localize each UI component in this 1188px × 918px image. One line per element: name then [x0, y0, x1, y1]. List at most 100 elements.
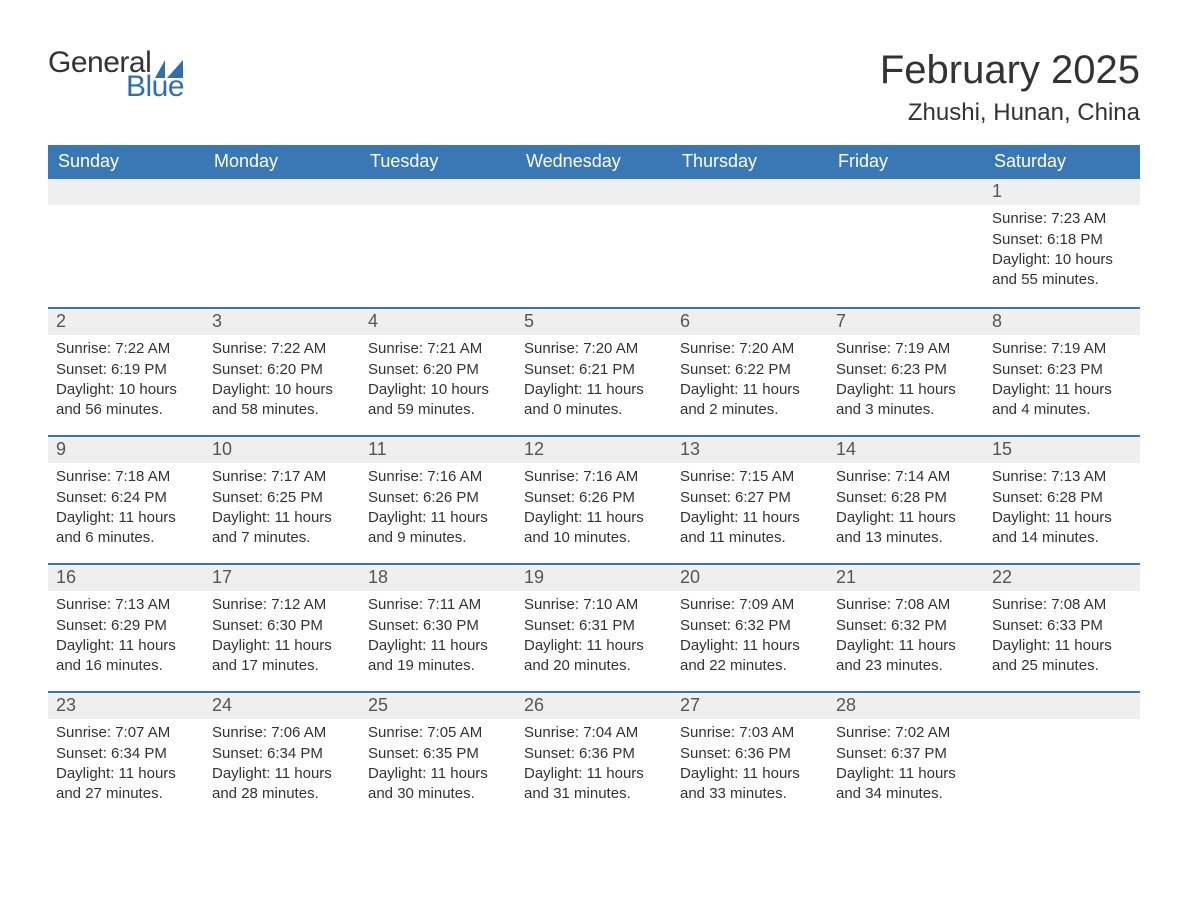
daylight-text: Daylight: 11 hours and 25 minutes. [992, 636, 1132, 675]
day-details: Sunrise: 7:09 AMSunset: 6:32 PMDaylight:… [672, 591, 828, 675]
sunset-text: Sunset: 6:30 PM [368, 616, 508, 636]
day-cell: 7Sunrise: 7:19 AMSunset: 6:23 PMDaylight… [828, 307, 984, 435]
daylight-text: Daylight: 10 hours and 55 minutes. [992, 250, 1132, 289]
sunset-text: Sunset: 6:35 PM [368, 744, 508, 764]
day-number [984, 691, 1140, 719]
sunrise-text: Sunrise: 7:08 AM [836, 595, 976, 615]
sunrise-text: Sunrise: 7:22 AM [212, 339, 352, 359]
day-details: Sunrise: 7:19 AMSunset: 6:23 PMDaylight:… [828, 335, 984, 419]
logo: General Blue [48, 48, 184, 102]
day-cell: 25Sunrise: 7:05 AMSunset: 6:35 PMDayligh… [360, 691, 516, 819]
weekday-header-row: Sunday Monday Tuesday Wednesday Thursday… [48, 145, 1140, 179]
day-cell: 18Sunrise: 7:11 AMSunset: 6:30 PMDayligh… [360, 563, 516, 691]
daylight-text: Daylight: 11 hours and 11 minutes. [680, 508, 820, 547]
daylight-text: Daylight: 10 hours and 56 minutes. [56, 380, 196, 419]
sunset-text: Sunset: 6:24 PM [56, 488, 196, 508]
sunrise-text: Sunrise: 7:16 AM [368, 467, 508, 487]
week-row: 9Sunrise: 7:18 AMSunset: 6:24 PMDaylight… [48, 435, 1140, 563]
day-cell: 15Sunrise: 7:13 AMSunset: 6:28 PMDayligh… [984, 435, 1140, 563]
day-cell: 26Sunrise: 7:04 AMSunset: 6:36 PMDayligh… [516, 691, 672, 819]
sunrise-text: Sunrise: 7:13 AM [992, 467, 1132, 487]
header: General Blue February 2025 Zhushi, Hunan… [48, 48, 1140, 127]
day-number: 18 [360, 563, 516, 591]
day-number [360, 179, 516, 205]
day-details: Sunrise: 7:17 AMSunset: 6:25 PMDaylight:… [204, 463, 360, 547]
day-details: Sunrise: 7:23 AMSunset: 6:18 PMDaylight:… [984, 205, 1140, 289]
day-cell: 8Sunrise: 7:19 AMSunset: 6:23 PMDaylight… [984, 307, 1140, 435]
sunset-text: Sunset: 6:31 PM [524, 616, 664, 636]
day-cell: 27Sunrise: 7:03 AMSunset: 6:36 PMDayligh… [672, 691, 828, 819]
weekday-header: Friday [828, 145, 984, 179]
day-number: 12 [516, 435, 672, 463]
calendar-table: Sunday Monday Tuesday Wednesday Thursday… [48, 145, 1140, 819]
day-number: 25 [360, 691, 516, 719]
sunrise-text: Sunrise: 7:05 AM [368, 723, 508, 743]
sunset-text: Sunset: 6:18 PM [992, 230, 1132, 250]
sunset-text: Sunset: 6:34 PM [212, 744, 352, 764]
sunrise-text: Sunrise: 7:10 AM [524, 595, 664, 615]
day-details: Sunrise: 7:10 AMSunset: 6:31 PMDaylight:… [516, 591, 672, 675]
day-details: Sunrise: 7:16 AMSunset: 6:26 PMDaylight:… [360, 463, 516, 547]
sunset-text: Sunset: 6:34 PM [56, 744, 196, 764]
day-cell: 20Sunrise: 7:09 AMSunset: 6:32 PMDayligh… [672, 563, 828, 691]
day-number: 17 [204, 563, 360, 591]
daylight-text: Daylight: 11 hours and 31 minutes. [524, 764, 664, 803]
day-number: 8 [984, 307, 1140, 335]
day-number: 5 [516, 307, 672, 335]
day-details: Sunrise: 7:08 AMSunset: 6:33 PMDaylight:… [984, 591, 1140, 675]
day-cell: 13Sunrise: 7:15 AMSunset: 6:27 PMDayligh… [672, 435, 828, 563]
day-details: Sunrise: 7:20 AMSunset: 6:21 PMDaylight:… [516, 335, 672, 419]
day-cell: 23Sunrise: 7:07 AMSunset: 6:34 PMDayligh… [48, 691, 204, 819]
day-cell: 5Sunrise: 7:20 AMSunset: 6:21 PMDaylight… [516, 307, 672, 435]
weekday-header: Thursday [672, 145, 828, 179]
daylight-text: Daylight: 11 hours and 19 minutes. [368, 636, 508, 675]
weekday-header: Tuesday [360, 145, 516, 179]
sunset-text: Sunset: 6:28 PM [836, 488, 976, 508]
sunrise-text: Sunrise: 7:17 AM [212, 467, 352, 487]
sunset-text: Sunset: 6:26 PM [524, 488, 664, 508]
day-details: Sunrise: 7:16 AMSunset: 6:26 PMDaylight:… [516, 463, 672, 547]
day-number: 16 [48, 563, 204, 591]
sunset-text: Sunset: 6:20 PM [212, 360, 352, 380]
sunrise-text: Sunrise: 7:07 AM [56, 723, 196, 743]
daylight-text: Daylight: 11 hours and 20 minutes. [524, 636, 664, 675]
day-cell [516, 179, 672, 307]
day-number: 10 [204, 435, 360, 463]
daylight-text: Daylight: 11 hours and 33 minutes. [680, 764, 820, 803]
day-number: 7 [828, 307, 984, 335]
daylight-text: Daylight: 11 hours and 14 minutes. [992, 508, 1132, 547]
day-details: Sunrise: 7:15 AMSunset: 6:27 PMDaylight:… [672, 463, 828, 547]
day-cell [672, 179, 828, 307]
sunset-text: Sunset: 6:20 PM [368, 360, 508, 380]
week-row: 23Sunrise: 7:07 AMSunset: 6:34 PMDayligh… [48, 691, 1140, 819]
day-number: 22 [984, 563, 1140, 591]
calendar-page: General Blue February 2025 Zhushi, Hunan… [0, 0, 1188, 819]
weekday-header: Wednesday [516, 145, 672, 179]
location: Zhushi, Hunan, China [880, 99, 1140, 127]
day-number: 28 [828, 691, 984, 719]
day-number: 15 [984, 435, 1140, 463]
sunset-text: Sunset: 6:37 PM [836, 744, 976, 764]
day-details: Sunrise: 7:02 AMSunset: 6:37 PMDaylight:… [828, 719, 984, 803]
day-number [672, 179, 828, 205]
sunset-text: Sunset: 6:32 PM [680, 616, 820, 636]
day-cell: 2Sunrise: 7:22 AMSunset: 6:19 PMDaylight… [48, 307, 204, 435]
day-number: 14 [828, 435, 984, 463]
day-cell: 10Sunrise: 7:17 AMSunset: 6:25 PMDayligh… [204, 435, 360, 563]
sunset-text: Sunset: 6:19 PM [56, 360, 196, 380]
title-block: February 2025 Zhushi, Hunan, China [880, 48, 1140, 127]
day-number [516, 179, 672, 205]
sunrise-text: Sunrise: 7:04 AM [524, 723, 664, 743]
day-cell [48, 179, 204, 307]
day-details: Sunrise: 7:18 AMSunset: 6:24 PMDaylight:… [48, 463, 204, 547]
sunset-text: Sunset: 6:27 PM [680, 488, 820, 508]
sunrise-text: Sunrise: 7:19 AM [836, 339, 976, 359]
day-details: Sunrise: 7:04 AMSunset: 6:36 PMDaylight:… [516, 719, 672, 803]
day-cell: 16Sunrise: 7:13 AMSunset: 6:29 PMDayligh… [48, 563, 204, 691]
sunrise-text: Sunrise: 7:09 AM [680, 595, 820, 615]
day-cell: 12Sunrise: 7:16 AMSunset: 6:26 PMDayligh… [516, 435, 672, 563]
daylight-text: Daylight: 11 hours and 4 minutes. [992, 380, 1132, 419]
daylight-text: Daylight: 11 hours and 28 minutes. [212, 764, 352, 803]
day-number [828, 179, 984, 205]
day-number: 9 [48, 435, 204, 463]
